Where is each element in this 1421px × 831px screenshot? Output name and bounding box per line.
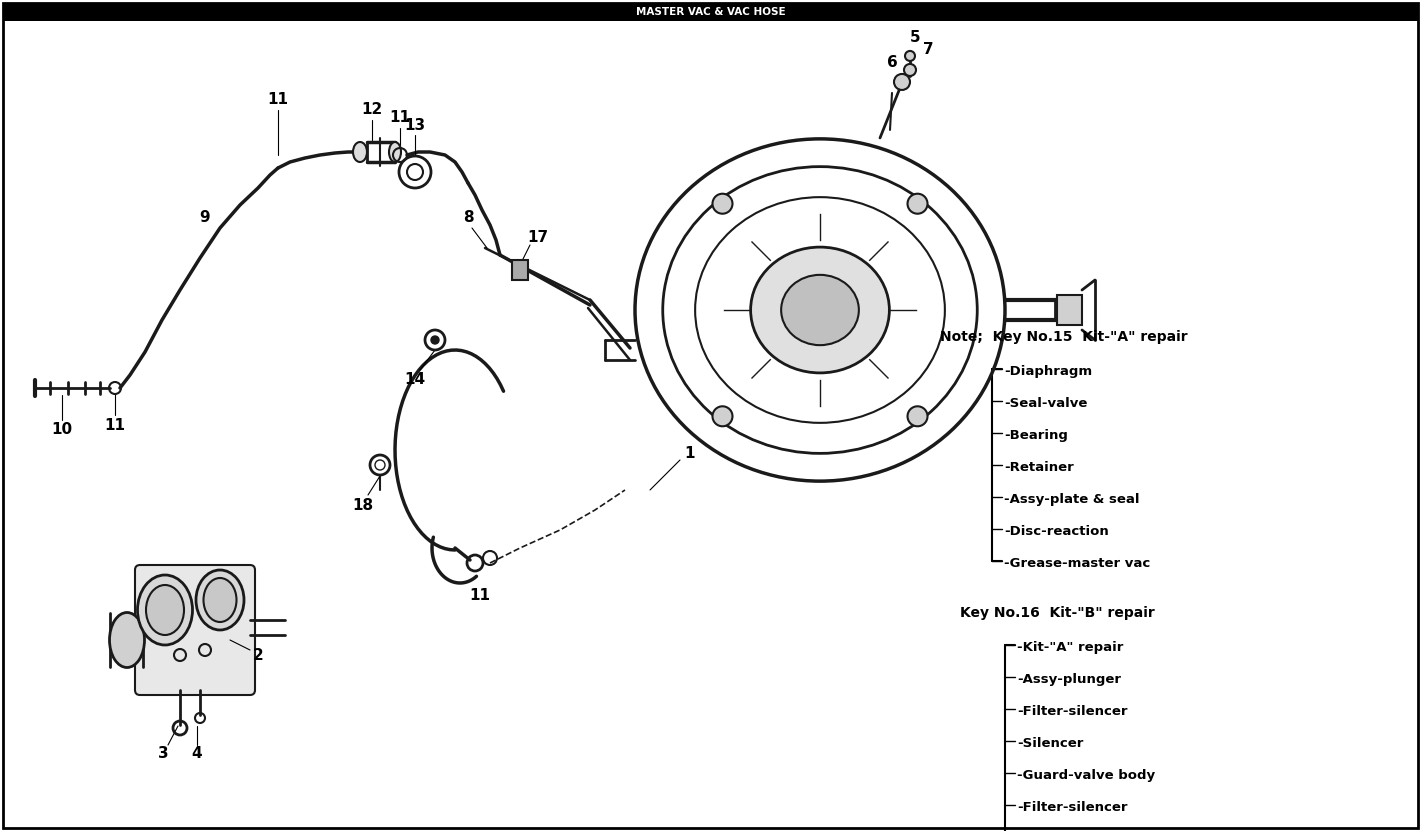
Ellipse shape: [196, 570, 244, 630]
Text: 1: 1: [685, 445, 695, 460]
Ellipse shape: [352, 142, 367, 162]
Text: 9: 9: [200, 210, 210, 225]
Ellipse shape: [203, 578, 236, 622]
Text: -Retainer: -Retainer: [1005, 461, 1074, 474]
Text: -Kit-"A" repair: -Kit-"A" repair: [1017, 641, 1124, 654]
Bar: [1057, 295, 1081, 325]
Text: 4: 4: [192, 745, 202, 760]
Text: -Assy-plate & seal: -Assy-plate & seal: [1005, 493, 1140, 506]
Text: 11: 11: [469, 588, 490, 602]
Circle shape: [904, 64, 917, 76]
Ellipse shape: [782, 275, 858, 345]
Text: 13: 13: [405, 117, 425, 132]
Text: 3: 3: [158, 745, 168, 760]
Text: 10: 10: [51, 422, 72, 437]
Text: 17: 17: [527, 229, 549, 244]
Text: 2: 2: [253, 647, 263, 662]
Circle shape: [431, 336, 439, 344]
Circle shape: [905, 51, 915, 61]
Text: 18: 18: [352, 498, 374, 513]
Text: 14: 14: [405, 372, 425, 387]
Text: 8: 8: [463, 210, 473, 225]
Text: MASTER VAC & VAC HOSE: MASTER VAC & VAC HOSE: [637, 7, 786, 17]
Text: 11: 11: [267, 92, 288, 107]
Text: 11: 11: [105, 417, 125, 432]
Text: 11: 11: [389, 111, 411, 125]
FancyBboxPatch shape: [135, 565, 254, 695]
Text: Key No.16  Kit-"B" repair: Key No.16 Kit-"B" repair: [961, 606, 1155, 620]
Text: -Grease-master vac: -Grease-master vac: [1005, 557, 1150, 570]
Ellipse shape: [109, 612, 145, 667]
Text: -Diaphragm: -Diaphragm: [1005, 365, 1093, 378]
Circle shape: [908, 406, 928, 426]
Text: -Filter-silencer: -Filter-silencer: [1017, 801, 1127, 814]
Text: -Assy-plunger: -Assy-plunger: [1017, 673, 1121, 686]
Bar: [512, 260, 529, 280]
Circle shape: [712, 406, 732, 426]
Bar: [3, 3, 1418, 21]
Ellipse shape: [146, 585, 183, 635]
Text: -Guard-valve body: -Guard-valve body: [1017, 769, 1155, 782]
Text: -Seal-valve: -Seal-valve: [1005, 397, 1087, 410]
Text: -Silencer: -Silencer: [1017, 737, 1083, 750]
Text: -Filter-silencer: -Filter-silencer: [1017, 705, 1127, 718]
Ellipse shape: [138, 575, 192, 645]
Circle shape: [894, 74, 909, 90]
Text: 5: 5: [909, 31, 921, 46]
Text: 6: 6: [887, 56, 898, 71]
Text: 12: 12: [361, 102, 382, 117]
Text: Note;  Key No.15  Kit-"A" repair: Note; Key No.15 Kit-"A" repair: [941, 330, 1188, 344]
Text: -Disc-reaction: -Disc-reaction: [1005, 525, 1108, 538]
Text: 7: 7: [922, 42, 934, 57]
Ellipse shape: [389, 142, 401, 162]
Text: -Bearing: -Bearing: [1005, 429, 1067, 442]
Ellipse shape: [750, 247, 890, 373]
Circle shape: [712, 194, 732, 214]
Circle shape: [908, 194, 928, 214]
